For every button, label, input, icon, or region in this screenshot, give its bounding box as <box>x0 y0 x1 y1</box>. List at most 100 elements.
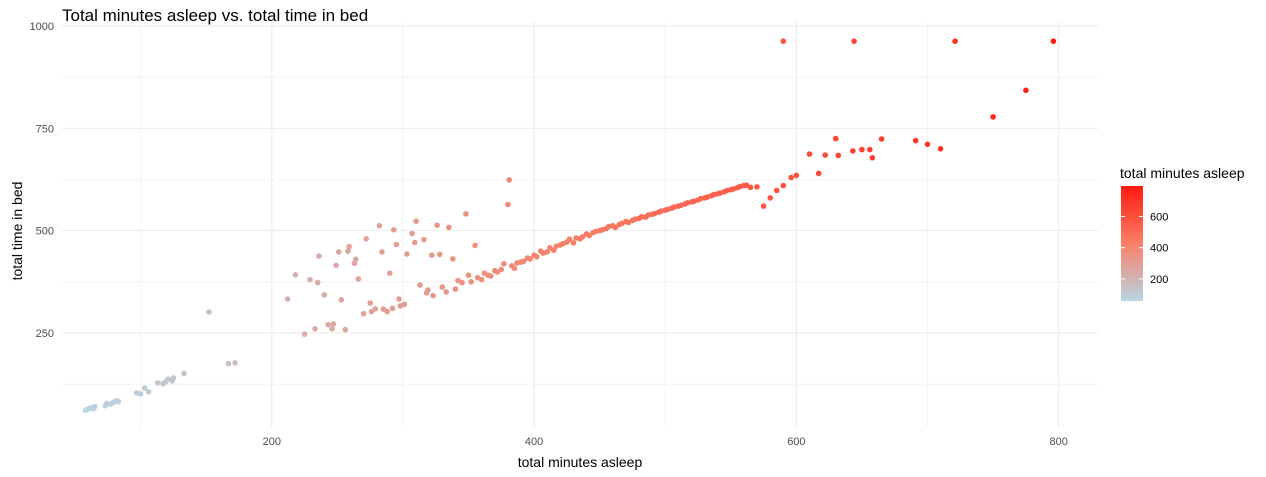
data-point <box>413 218 419 224</box>
data-point <box>450 256 456 262</box>
data-point <box>387 270 393 277</box>
data-point <box>579 234 586 240</box>
data-point <box>586 232 592 239</box>
data-point <box>145 389 152 395</box>
data-point <box>368 308 375 315</box>
data-point <box>384 308 391 315</box>
data-point <box>181 370 187 377</box>
data-point <box>329 326 335 332</box>
data-point <box>937 146 944 152</box>
data-point <box>335 249 342 255</box>
data-point <box>436 251 443 258</box>
y-tick-label: 500 <box>36 226 54 238</box>
data-point <box>859 146 865 153</box>
data-point <box>346 243 353 250</box>
data-point <box>391 227 397 233</box>
x-tick-label: 600 <box>787 436 805 448</box>
data-point <box>439 284 446 290</box>
data-point <box>488 273 494 279</box>
data-point <box>1050 38 1057 44</box>
x-tick-label: 800 <box>1049 436 1067 448</box>
data-point <box>443 289 450 295</box>
data-point <box>788 174 794 181</box>
data-point <box>355 276 362 282</box>
data-point <box>570 240 577 246</box>
legend-title: total minutes asleep <box>1120 165 1245 181</box>
data-point <box>321 292 328 298</box>
data-point <box>429 252 435 258</box>
data-point <box>851 38 857 44</box>
data-point <box>316 253 322 259</box>
data-point <box>312 326 318 332</box>
data-point <box>501 261 507 267</box>
data-point <box>952 38 958 44</box>
x-tick-label: 200 <box>263 436 281 448</box>
legend: total minutes asleep 200 400 600 <box>1120 165 1245 301</box>
data-point <box>342 326 349 333</box>
data-point <box>353 256 359 263</box>
data-point <box>314 279 321 286</box>
x-tick-label: 400 <box>525 436 543 448</box>
data-point <box>225 360 232 367</box>
data-point <box>747 184 754 191</box>
data-point <box>773 187 780 194</box>
y-axis-ticks: 250 500 750 1000 <box>30 21 54 340</box>
data-point <box>780 182 787 189</box>
data-point <box>425 287 431 293</box>
data-point <box>468 279 475 285</box>
data-point <box>511 265 518 272</box>
data-point <box>389 305 396 312</box>
data-point <box>533 253 540 260</box>
data-point <box>505 201 511 208</box>
data-point <box>206 309 212 315</box>
data-point <box>566 236 573 242</box>
data-point <box>780 38 787 44</box>
data-point <box>815 170 822 177</box>
data-point <box>372 306 379 312</box>
legend-colorbar <box>1121 186 1143 301</box>
data-point <box>345 248 351 254</box>
grid-lines <box>62 22 1098 427</box>
data-point <box>544 249 550 255</box>
data-point <box>301 331 308 337</box>
data-point <box>806 151 813 157</box>
data-point <box>478 276 485 283</box>
data-point <box>793 172 800 179</box>
data-point <box>333 262 339 269</box>
data-point <box>393 241 400 248</box>
data-point <box>92 403 98 410</box>
data-point <box>924 141 931 148</box>
data-point <box>832 135 839 142</box>
data-point <box>430 292 436 299</box>
data-point <box>232 360 238 366</box>
data-point <box>506 177 512 183</box>
data-point <box>472 242 478 249</box>
legend-ticks: 200 400 600 <box>1121 212 1168 286</box>
data-point <box>367 300 374 306</box>
data-point <box>990 114 996 120</box>
data-point <box>396 296 402 302</box>
data-point <box>292 272 299 278</box>
chart-title: Total minutes asleep vs. total time in b… <box>62 6 368 25</box>
data-point <box>154 380 161 386</box>
y-axis-title: total time in bed <box>9 182 25 281</box>
data-point <box>417 282 423 288</box>
data-point <box>363 236 370 242</box>
data-point <box>330 321 337 327</box>
x-axis-title: total minutes asleep <box>518 454 643 470</box>
data-point <box>360 310 367 317</box>
data-point <box>325 321 332 328</box>
data-point <box>754 184 760 190</box>
data-point <box>459 279 465 286</box>
data-point <box>869 155 876 161</box>
data-point <box>379 249 385 255</box>
data-point <box>376 222 383 229</box>
data-point <box>404 251 410 257</box>
data-point <box>760 203 767 209</box>
data-point <box>170 375 177 381</box>
data-point <box>412 239 418 246</box>
data-point <box>498 266 505 273</box>
data-point <box>446 224 452 231</box>
data-point <box>767 195 773 201</box>
